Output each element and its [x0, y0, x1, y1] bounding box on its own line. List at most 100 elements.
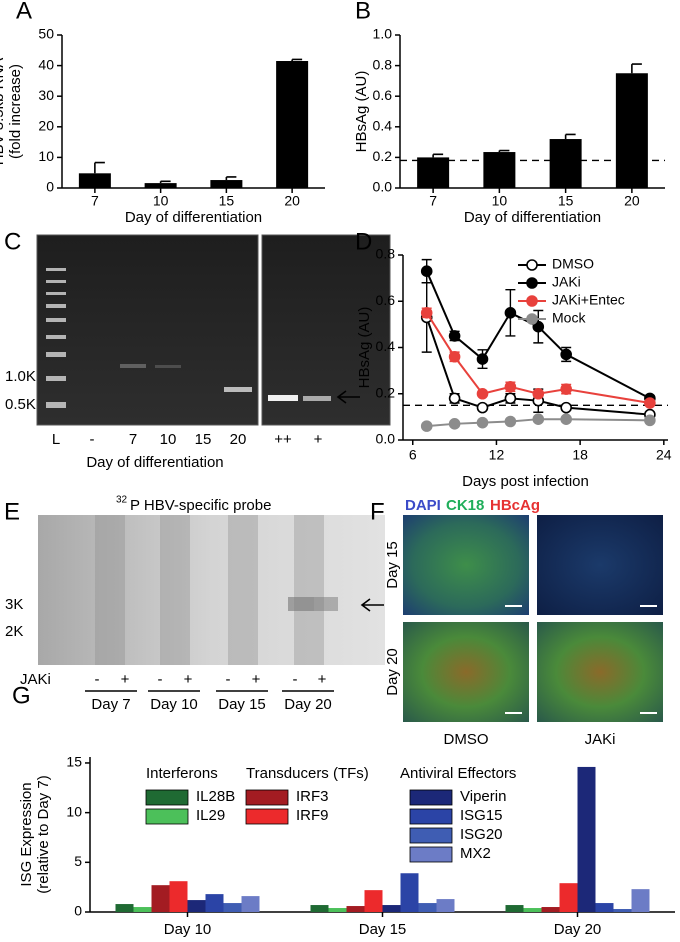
bar	[577, 766, 596, 912]
bar	[133, 907, 152, 912]
legend-label: Viperin	[460, 788, 506, 805]
point	[448, 418, 461, 430]
legend-label: MX2	[460, 845, 491, 862]
point	[476, 416, 489, 429]
bar	[417, 157, 450, 188]
bar	[187, 900, 206, 912]
treatment-sign: -	[158, 671, 163, 688]
legend-label: ISG20	[460, 826, 503, 843]
row-label: Day 20	[384, 648, 401, 696]
panel-letter: E	[4, 498, 20, 525]
panel-letter: F	[370, 498, 385, 525]
bar	[559, 883, 578, 912]
bar	[523, 908, 542, 912]
column-label: DMSO	[444, 731, 489, 748]
legend-label: Mock	[552, 310, 586, 326]
bar	[205, 894, 224, 912]
lane-label: +	[314, 431, 323, 448]
point	[644, 397, 656, 409]
x-tick-label: 20	[284, 193, 300, 209]
treatment-sign: -	[293, 671, 298, 688]
x-axis-label: Days post infection	[462, 473, 589, 490]
legend-label: ISG15	[460, 807, 503, 824]
lane-label: 15	[195, 431, 212, 448]
y-axis-label: HBsAg (AU)	[353, 71, 370, 153]
point	[504, 392, 517, 405]
treatment-sign: +	[121, 671, 130, 688]
bar	[541, 907, 560, 912]
y-tick-label: 0.8	[373, 56, 393, 72]
error-bar	[225, 176, 237, 181]
lane-label: ++	[274, 431, 292, 448]
y-tick-label: 40	[38, 56, 54, 72]
day-label: Day 15	[218, 696, 266, 713]
x-axis-label: Day of differentiation	[125, 209, 262, 226]
lane-label: 7	[129, 431, 137, 448]
y-tick-label: 20	[38, 118, 54, 134]
bar	[483, 152, 516, 188]
bar	[328, 908, 347, 912]
size-marker: 1.0K	[5, 368, 36, 385]
legend-label: JAKi	[552, 274, 581, 290]
legend-label: DMSO	[552, 256, 594, 272]
size-marker: 0.5K	[5, 396, 36, 413]
y-axis-label: (fold increase)	[7, 64, 24, 159]
x-tick-label: 12	[489, 447, 505, 463]
bar	[631, 889, 650, 912]
y-tick-label: 0.4	[373, 118, 393, 134]
x-tick-label: 7	[429, 193, 437, 209]
legend-group-title: Transducers (TFs)	[246, 765, 369, 782]
bar	[364, 890, 383, 912]
x-tick-label: 6	[409, 447, 417, 463]
x-tick-label: 7	[91, 193, 99, 209]
bar	[169, 881, 188, 912]
bar	[223, 903, 242, 912]
bar	[418, 903, 437, 912]
y-tick-label: 0	[74, 903, 82, 919]
bar	[115, 904, 134, 912]
point	[420, 265, 433, 277]
x-tick-label: 20	[624, 193, 640, 209]
lane-label: L	[52, 431, 60, 448]
treatment-sign: +	[252, 671, 261, 688]
x-tick-label: Day 10	[164, 921, 212, 938]
probe-label: P HBV-specific probe	[130, 497, 271, 514]
error-bar	[498, 149, 510, 153]
legend-swatch	[409, 827, 453, 844]
stain-label: CK18	[446, 497, 484, 514]
bar	[210, 180, 243, 188]
y-tick-label: 0	[46, 179, 54, 195]
bar	[505, 905, 524, 912]
y-tick-label: 0.4	[376, 338, 396, 354]
lane-label: -	[90, 431, 95, 448]
size-marker: 2K	[5, 623, 23, 640]
point	[476, 401, 489, 414]
stain-label: HBcAg	[490, 497, 540, 514]
x-tick-label: 15	[558, 193, 574, 209]
legend-marker	[526, 295, 538, 307]
y-tick-label: 0.6	[376, 292, 396, 308]
x-tick-label: Day 15	[359, 921, 407, 938]
panel-letter: G	[12, 682, 31, 709]
bar	[276, 61, 309, 189]
point	[448, 330, 461, 342]
legend-label: IRF9	[296, 807, 329, 824]
treatment-sign: -	[95, 671, 100, 688]
y-tick-label: 50	[38, 26, 54, 42]
point	[476, 387, 489, 400]
point	[532, 413, 545, 425]
legend-label: JAKi+Entec	[552, 292, 625, 308]
y-tick-label: 10	[38, 148, 54, 164]
legend-group-title: Interferons	[146, 765, 218, 782]
y-tick-label: 0.6	[373, 87, 393, 103]
point	[644, 414, 656, 427]
gel-c	[36, 234, 391, 426]
point	[448, 392, 461, 405]
bar	[151, 885, 170, 912]
treatment-sign: +	[318, 671, 327, 688]
legend-label: IRF3	[296, 788, 329, 805]
y-tick-label: 5	[74, 853, 82, 869]
error-bar	[94, 161, 105, 174]
legend-swatch	[245, 808, 289, 825]
x-tick-label: 10	[492, 193, 508, 209]
